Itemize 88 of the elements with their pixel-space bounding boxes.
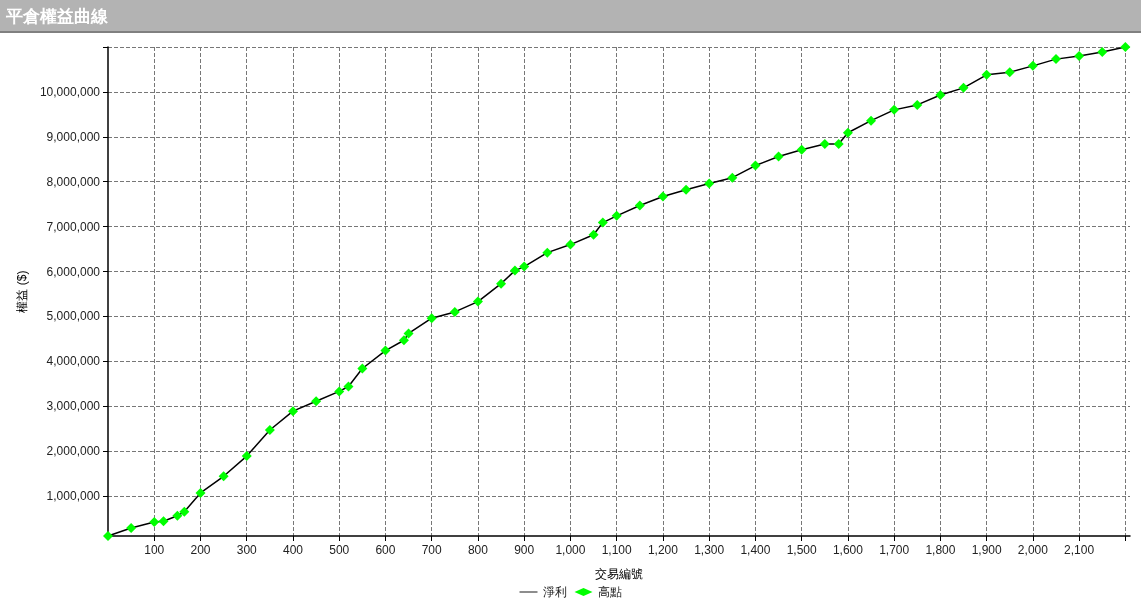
point — [819, 138, 830, 149]
x-tick-label: 800 — [467, 543, 489, 557]
x-tick-label: 2,000 — [1017, 543, 1049, 557]
point — [773, 151, 784, 162]
x-tick-label: 1,900 — [971, 543, 1002, 557]
point — [472, 296, 483, 307]
point — [264, 425, 275, 436]
x-tick-label: 900 — [514, 543, 535, 557]
point — [611, 210, 622, 221]
x-tick-label: 400 — [282, 543, 304, 557]
x-tick-label: 600 — [375, 543, 396, 557]
point — [565, 239, 576, 250]
point — [149, 517, 160, 528]
x-tick-label: 1,300 — [694, 543, 725, 557]
point — [657, 191, 668, 202]
y-tick-label: 2,000,000 — [46, 444, 101, 459]
point — [842, 127, 853, 138]
x-tick-label: 1,500 — [786, 543, 818, 557]
point — [542, 247, 553, 258]
point — [343, 381, 354, 392]
point — [588, 229, 599, 240]
point — [796, 144, 807, 155]
point — [1051, 54, 1062, 65]
point — [357, 363, 368, 374]
point — [833, 138, 844, 149]
y-tick-label: 5,000,000 — [46, 309, 101, 324]
point — [981, 69, 992, 80]
y-tick-label: 9,000,000 — [46, 129, 101, 144]
chart-title: 平倉權益曲線 — [0, 0, 1141, 33]
point — [311, 396, 322, 407]
point — [403, 328, 414, 339]
point — [103, 531, 113, 541]
y-tick-label: 1,000,000 — [46, 489, 101, 504]
y-tick-label: 4,000,000 — [46, 354, 101, 369]
y-axis-title: 權益 ($) — [15, 270, 29, 313]
point — [912, 99, 923, 110]
x-tick-label: 1,100 — [601, 543, 633, 557]
point — [179, 506, 190, 517]
x-tick-label: 1,400 — [740, 543, 771, 557]
point — [681, 184, 692, 195]
x-tick-label: 1,700 — [879, 543, 910, 557]
y-tick-label: 7,000,000 — [46, 219, 101, 234]
point — [597, 217, 608, 228]
point — [958, 82, 969, 93]
point — [172, 510, 183, 521]
point — [496, 278, 507, 289]
point — [509, 265, 520, 276]
point — [634, 200, 645, 211]
y-tick-label: 8,000,000 — [46, 174, 101, 189]
x-tick-label: 1,800 — [925, 543, 956, 557]
point — [126, 522, 137, 533]
y-tick-label: 6,000,000 — [46, 264, 101, 279]
point — [1027, 60, 1038, 71]
x-axis-title: 交易編號 — [595, 567, 643, 581]
point — [704, 178, 715, 189]
x-tick-label: 500 — [329, 543, 350, 557]
point — [1004, 67, 1015, 78]
y-tick-label: 10,000,000 — [39, 84, 101, 99]
point — [380, 345, 391, 356]
x-tick-label: 1,200 — [647, 543, 679, 557]
point — [398, 335, 409, 346]
point — [195, 487, 206, 498]
x-tick-label: 200 — [190, 543, 211, 557]
point — [1120, 42, 1131, 52]
x-tick-label: 2,100 — [1064, 543, 1095, 557]
x-tick-label: 1,600 — [832, 543, 864, 557]
x-tick-label: 300 — [236, 543, 258, 557]
point — [241, 451, 252, 462]
point — [727, 172, 738, 183]
point — [158, 516, 169, 527]
point — [287, 406, 298, 417]
point — [218, 471, 229, 482]
point — [935, 90, 946, 101]
point — [1097, 46, 1108, 57]
point — [750, 160, 761, 171]
point — [449, 306, 460, 317]
point — [426, 313, 437, 324]
y-tick-label: 3,000,000 — [46, 399, 101, 414]
point — [519, 261, 530, 272]
point — [334, 386, 345, 397]
x-tick-label: 100 — [144, 543, 165, 557]
legend-label: 高點 — [597, 585, 622, 599]
point — [866, 115, 877, 126]
point — [889, 104, 900, 115]
x-tick-label: 700 — [421, 543, 443, 557]
point — [1074, 50, 1085, 61]
x-tick-label: 1,000 — [555, 543, 586, 557]
legend-label: 淨利 — [542, 585, 567, 599]
